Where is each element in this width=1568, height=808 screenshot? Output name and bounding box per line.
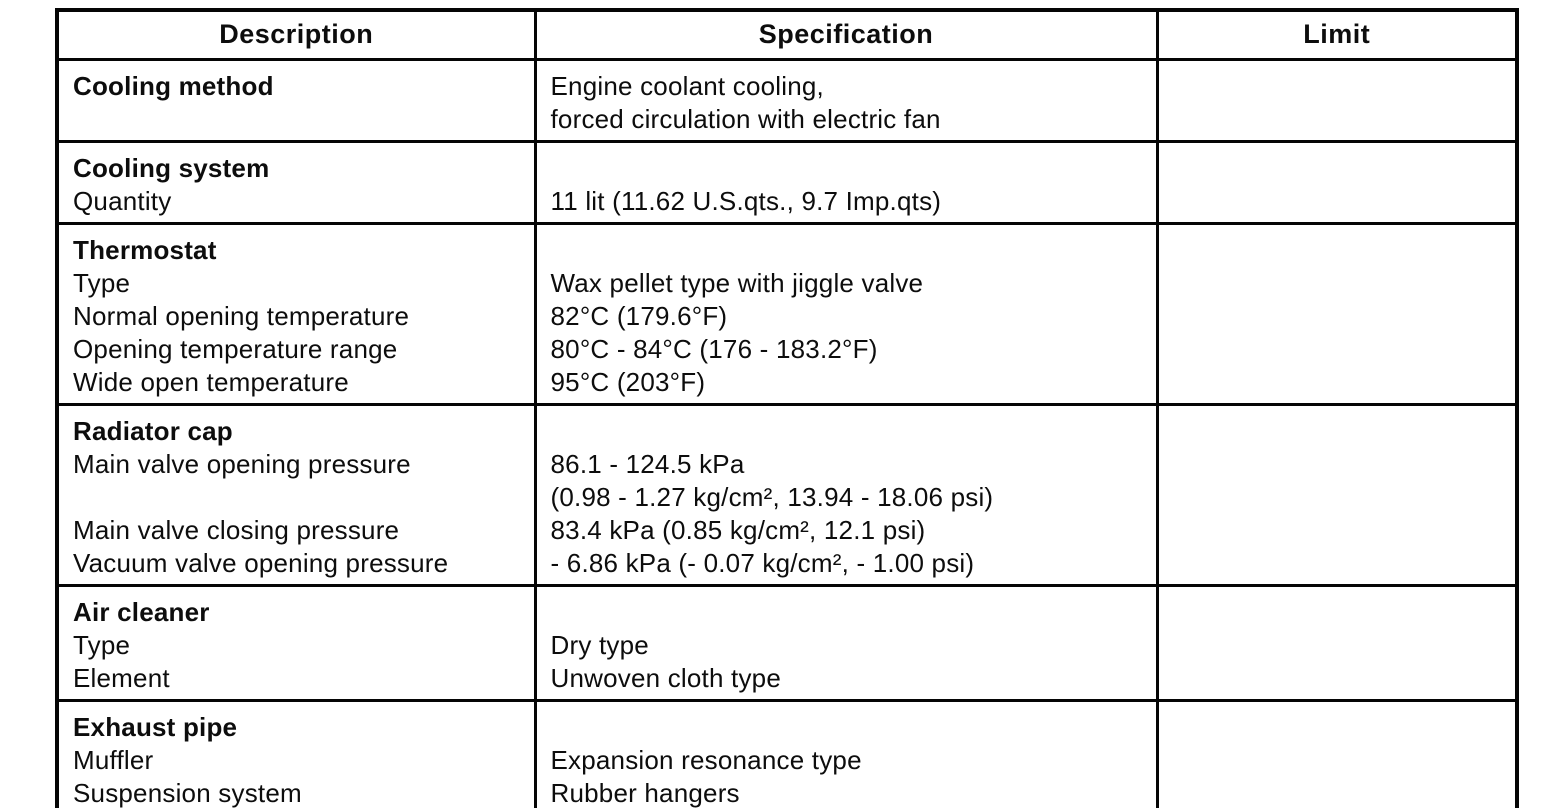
specification-table: Description Specification Limit Cooling … xyxy=(55,8,1519,808)
specification-line xyxy=(551,234,1144,267)
description-line xyxy=(73,481,522,514)
specification-line: Expansion resonance type xyxy=(550,744,862,775)
header-description: Description xyxy=(55,8,537,61)
limit-cell xyxy=(1155,221,1519,406)
description-line: Element xyxy=(73,662,170,693)
table-row-exhaust-pipe: Exhaust pipe Muffler Suspension system E… xyxy=(55,698,1519,808)
description-line: Type xyxy=(73,629,131,660)
description-line: Radiator cap xyxy=(73,415,233,446)
description-line: Type xyxy=(73,267,131,298)
limit-cell xyxy=(1155,57,1519,143)
limit-cell xyxy=(1155,139,1519,225)
specification-line xyxy=(551,711,1144,744)
description-line: Wide open temperature xyxy=(73,366,349,397)
description-line: Cooling method xyxy=(73,70,274,101)
table-header-row: Description Specification Limit xyxy=(55,8,1519,61)
description-line: Main valve closing pressure xyxy=(73,514,400,545)
description-line: Cooling system xyxy=(73,152,270,183)
description-line: Air cleaner xyxy=(73,596,210,627)
specification-line: forced circulation with electric fan xyxy=(550,103,941,134)
header-specification: Specification xyxy=(533,8,1159,61)
table-row-cooling-method: Cooling method Engine coolant cooling, f… xyxy=(55,57,1519,143)
description-line: Vacuum valve opening pressure xyxy=(73,547,449,578)
description-line: Quantity xyxy=(73,185,172,216)
specification-line xyxy=(551,152,1144,185)
specification-line: 95°C (203°F) xyxy=(550,366,706,397)
header-limit: Limit xyxy=(1155,8,1519,61)
specification-cell: 11 lit (11.62 U.S.qts., 9.7 Imp.qts) xyxy=(533,139,1159,225)
description-cell: Cooling system Quantity xyxy=(55,139,537,225)
description-cell: Thermostat Type Normal opening temperatu… xyxy=(55,221,537,406)
specification-line: 83.4 kPa (0.85 kg/cm², 12.1 psi) xyxy=(550,514,926,545)
specification-cell: 86.1 - 124.5 kPa (0.98 - 1.27 kg/cm², 13… xyxy=(533,402,1159,587)
description-line: Normal opening temperature xyxy=(73,300,410,331)
description-line: Main valve opening pressure xyxy=(73,448,411,479)
specification-line xyxy=(551,596,1144,629)
specification-line: 86.1 - 124.5 kPa xyxy=(550,448,745,479)
specification-line: Unwoven cloth type xyxy=(550,662,782,693)
specification-line: (0.98 - 1.27 kg/cm², 13.94 - 18.06 psi) xyxy=(550,481,994,512)
description-cell: Air cleaner Type Element xyxy=(55,583,537,702)
specification-cell: Dry type Unwoven cloth type xyxy=(533,583,1159,702)
specification-cell: Expansion resonance type Rubber hangers xyxy=(533,698,1159,808)
specification-line: Engine coolant cooling, xyxy=(550,70,824,101)
table-row-air-cleaner: Air cleaner Type Element Dry type Unwove… xyxy=(55,583,1519,702)
limit-cell xyxy=(1155,402,1519,587)
specification-line: 11 lit (11.62 U.S.qts., 9.7 Imp.qts) xyxy=(550,185,942,216)
specification-line: 82°C (179.6°F) xyxy=(550,300,728,331)
description-line: Muffler xyxy=(73,744,154,775)
limit-cell xyxy=(1155,698,1519,808)
description-cell: Exhaust pipe Muffler Suspension system xyxy=(55,698,537,808)
table-row-radiator-cap: Radiator cap Main valve opening pressure… xyxy=(55,402,1519,587)
description-line: Opening temperature range xyxy=(73,333,398,364)
specification-line: 80°C - 84°C (176 - 183.2°F) xyxy=(550,333,878,364)
specification-cell: Engine coolant cooling, forced circulati… xyxy=(533,57,1159,143)
description-line: Exhaust pipe xyxy=(73,711,238,742)
specification-line: Dry type xyxy=(550,629,649,660)
specification-line xyxy=(551,415,1144,448)
limit-cell xyxy=(1155,583,1519,702)
description-line: Thermostat xyxy=(73,234,217,265)
description-cell: Cooling method xyxy=(55,57,537,143)
table-row-cooling-system: Cooling system Quantity 11 lit (11.62 U.… xyxy=(55,139,1519,225)
specification-line: Wax pellet type with jiggle valve xyxy=(550,267,924,298)
specification-line: - 6.86 kPa (- 0.07 kg/cm², - 1.00 psi) xyxy=(550,547,975,578)
table-row-thermostat: Thermostat Type Normal opening temperatu… xyxy=(55,221,1519,406)
specification-line: Rubber hangers xyxy=(550,777,740,808)
specification-cell: Wax pellet type with jiggle valve 82°C (… xyxy=(533,221,1159,406)
description-line: Suspension system xyxy=(73,777,302,808)
description-cell: Radiator cap Main valve opening pressure… xyxy=(55,402,537,587)
